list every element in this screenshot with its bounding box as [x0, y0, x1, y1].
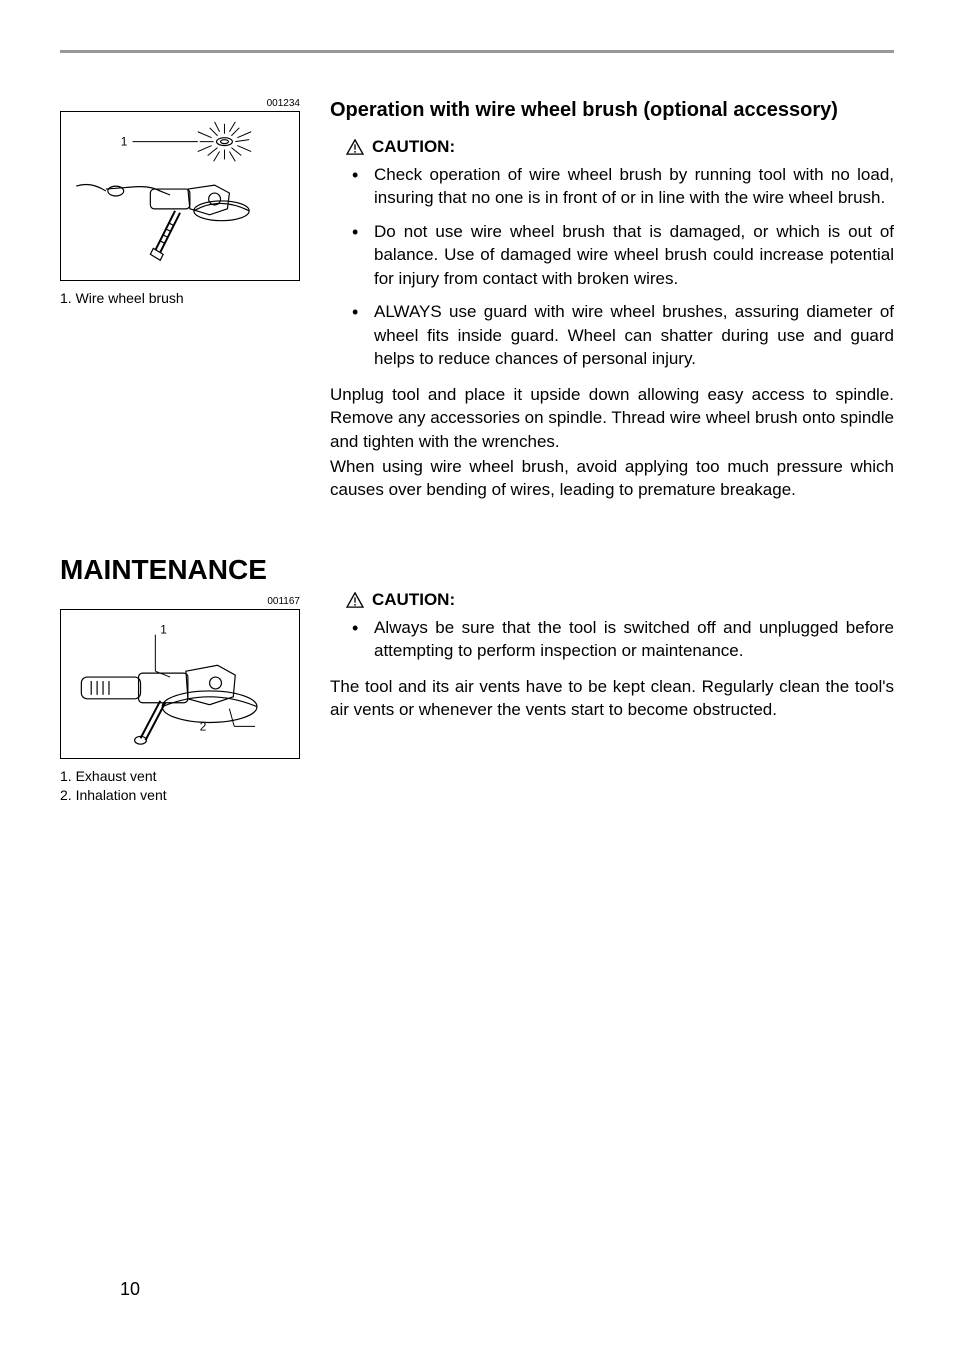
- section-wire-brush: 001234: [60, 98, 894, 504]
- caution-bullets: Always be sure that the tool is switched…: [330, 616, 894, 663]
- wire-brush-illustration: 1: [61, 112, 299, 280]
- text-col: CAUTION: Always be sure that the tool is…: [330, 554, 894, 805]
- page-number: 10: [120, 1279, 140, 1300]
- figure-callout-2: 2: [200, 719, 207, 733]
- figure-id: 001234: [60, 98, 302, 109]
- legend-item: 1. Exhaust vent: [60, 767, 302, 786]
- bullet-item: ALWAYS use guard with wire wheel brushes…: [352, 300, 894, 370]
- bullet-item: Always be sure that the tool is switched…: [352, 616, 894, 663]
- vents-illustration: 1 2: [61, 610, 299, 758]
- figure-id: 001167: [60, 596, 302, 607]
- figure-legend: 1. Exhaust vent 2. Inhalation vent: [60, 767, 302, 805]
- page: 001234: [60, 50, 894, 1310]
- figure-legend: 1. Wire wheel brush: [60, 289, 302, 308]
- legend-item: 2. Inhalation vent: [60, 786, 302, 805]
- body-paragraph: When using wire wheel brush, avoid apply…: [330, 455, 894, 502]
- caution-bullets: Check operation of wire wheel brush by r…: [330, 163, 894, 371]
- warning-icon: [346, 139, 364, 155]
- figure-col: 001234: [60, 98, 302, 504]
- section-maintenance: MAINTENANCE 001167: [60, 554, 894, 805]
- caution-label: CAUTION:: [372, 137, 455, 157]
- text-col: Operation with wire wheel brush (optiona…: [330, 98, 894, 504]
- figure-col: MAINTENANCE 001167: [60, 554, 302, 805]
- legend-item: 1. Wire wheel brush: [60, 289, 302, 308]
- warning-icon: [346, 592, 364, 608]
- caution-line: CAUTION:: [330, 137, 894, 157]
- body-paragraph: The tool and its air vents have to be ke…: [330, 675, 894, 722]
- caution-label: CAUTION:: [372, 590, 455, 610]
- bullet-item: Do not use wire wheel brush that is dama…: [352, 220, 894, 290]
- figure-callout-1: 1: [160, 623, 167, 637]
- bullet-item: Check operation of wire wheel brush by r…: [352, 163, 894, 210]
- body-paragraph: Unplug tool and place it upside down all…: [330, 383, 894, 453]
- top-rule: [60, 50, 894, 53]
- figure-box-wire-brush: 1: [60, 111, 300, 281]
- figure-box-vents: 1 2: [60, 609, 300, 759]
- section-heading: Operation with wire wheel brush (optiona…: [330, 98, 894, 123]
- caution-line: CAUTION:: [330, 590, 894, 610]
- figure-callout-1: 1: [121, 135, 128, 149]
- maintenance-heading: MAINTENANCE: [60, 554, 302, 586]
